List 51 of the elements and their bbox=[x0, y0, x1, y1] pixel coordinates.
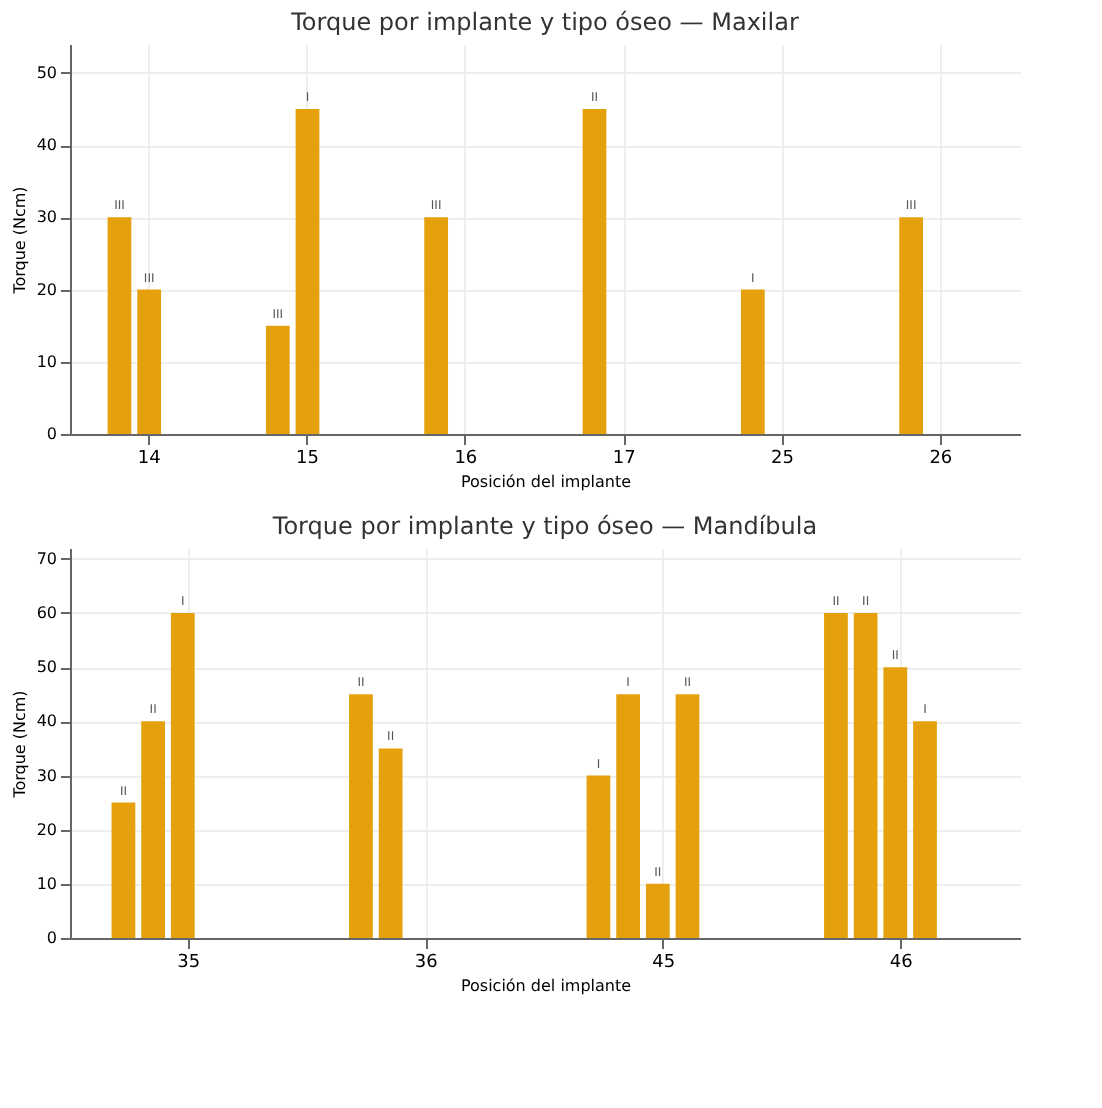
y-tick-label: 60 bbox=[36, 604, 57, 622]
bar bbox=[616, 694, 640, 938]
y-axis-title: Torque (Ncm) bbox=[10, 690, 29, 800]
bar bbox=[883, 667, 908, 938]
y-tick-label: 20 bbox=[36, 820, 57, 839]
bar bbox=[170, 613, 195, 938]
y-axis-title: Torque (Ncm) bbox=[10, 186, 29, 296]
x-tick-label: 26 bbox=[929, 449, 953, 469]
bar bbox=[582, 109, 607, 434]
x-tick-label: 25 bbox=[771, 449, 794, 469]
y-tick-label: 20 bbox=[36, 280, 57, 299]
bar bbox=[378, 748, 403, 938]
bar bbox=[913, 721, 937, 938]
y-tick-label: 40 bbox=[36, 712, 57, 731]
chart-title: Torque por implante y tipo óseo — Mandíbula bbox=[270, 512, 818, 540]
x-tick-label: 45 bbox=[652, 953, 676, 973]
bar bbox=[141, 721, 165, 938]
bar bbox=[424, 217, 449, 434]
y-tick-label: 70 bbox=[36, 549, 57, 568]
bar bbox=[675, 694, 700, 938]
bar bbox=[349, 694, 373, 938]
y-tick-label: 40 bbox=[36, 136, 57, 155]
bar bbox=[824, 613, 848, 938]
bar bbox=[107, 217, 132, 434]
x-tick-label: 16 bbox=[454, 449, 478, 469]
y-tick-label: 0 bbox=[46, 929, 57, 947]
y-tick-label: 10 bbox=[36, 352, 57, 371]
bar bbox=[295, 109, 320, 434]
y-tick-label: 0 bbox=[46, 425, 57, 443]
bar bbox=[586, 775, 611, 938]
chart-title: Torque por implante y tipo óseo — Maxilar bbox=[289, 8, 799, 36]
x-tick-label: 46 bbox=[889, 953, 914, 973]
bar bbox=[740, 289, 765, 434]
bar bbox=[111, 802, 136, 938]
x-tick-label: 15 bbox=[296, 449, 319, 469]
y-tick-label: 50 bbox=[36, 658, 57, 677]
y-tick-label: 50 bbox=[36, 63, 57, 82]
x-axis-title: Posición del implante bbox=[460, 473, 632, 491]
bar bbox=[899, 217, 924, 434]
bar bbox=[265, 325, 290, 434]
y-tick-label: 30 bbox=[36, 208, 57, 227]
y-tick-label: 10 bbox=[36, 874, 57, 893]
x-tick-label: 35 bbox=[177, 953, 201, 973]
bar bbox=[137, 289, 162, 434]
x-tick-label: 14 bbox=[137, 449, 162, 469]
bar bbox=[645, 883, 670, 938]
y-tick-label: 30 bbox=[36, 766, 57, 785]
x-axis-title: Posición del implante bbox=[460, 977, 632, 995]
x-tick-label: 36 bbox=[414, 953, 439, 973]
x-tick-label: 17 bbox=[612, 449, 636, 469]
bar bbox=[853, 613, 878, 938]
